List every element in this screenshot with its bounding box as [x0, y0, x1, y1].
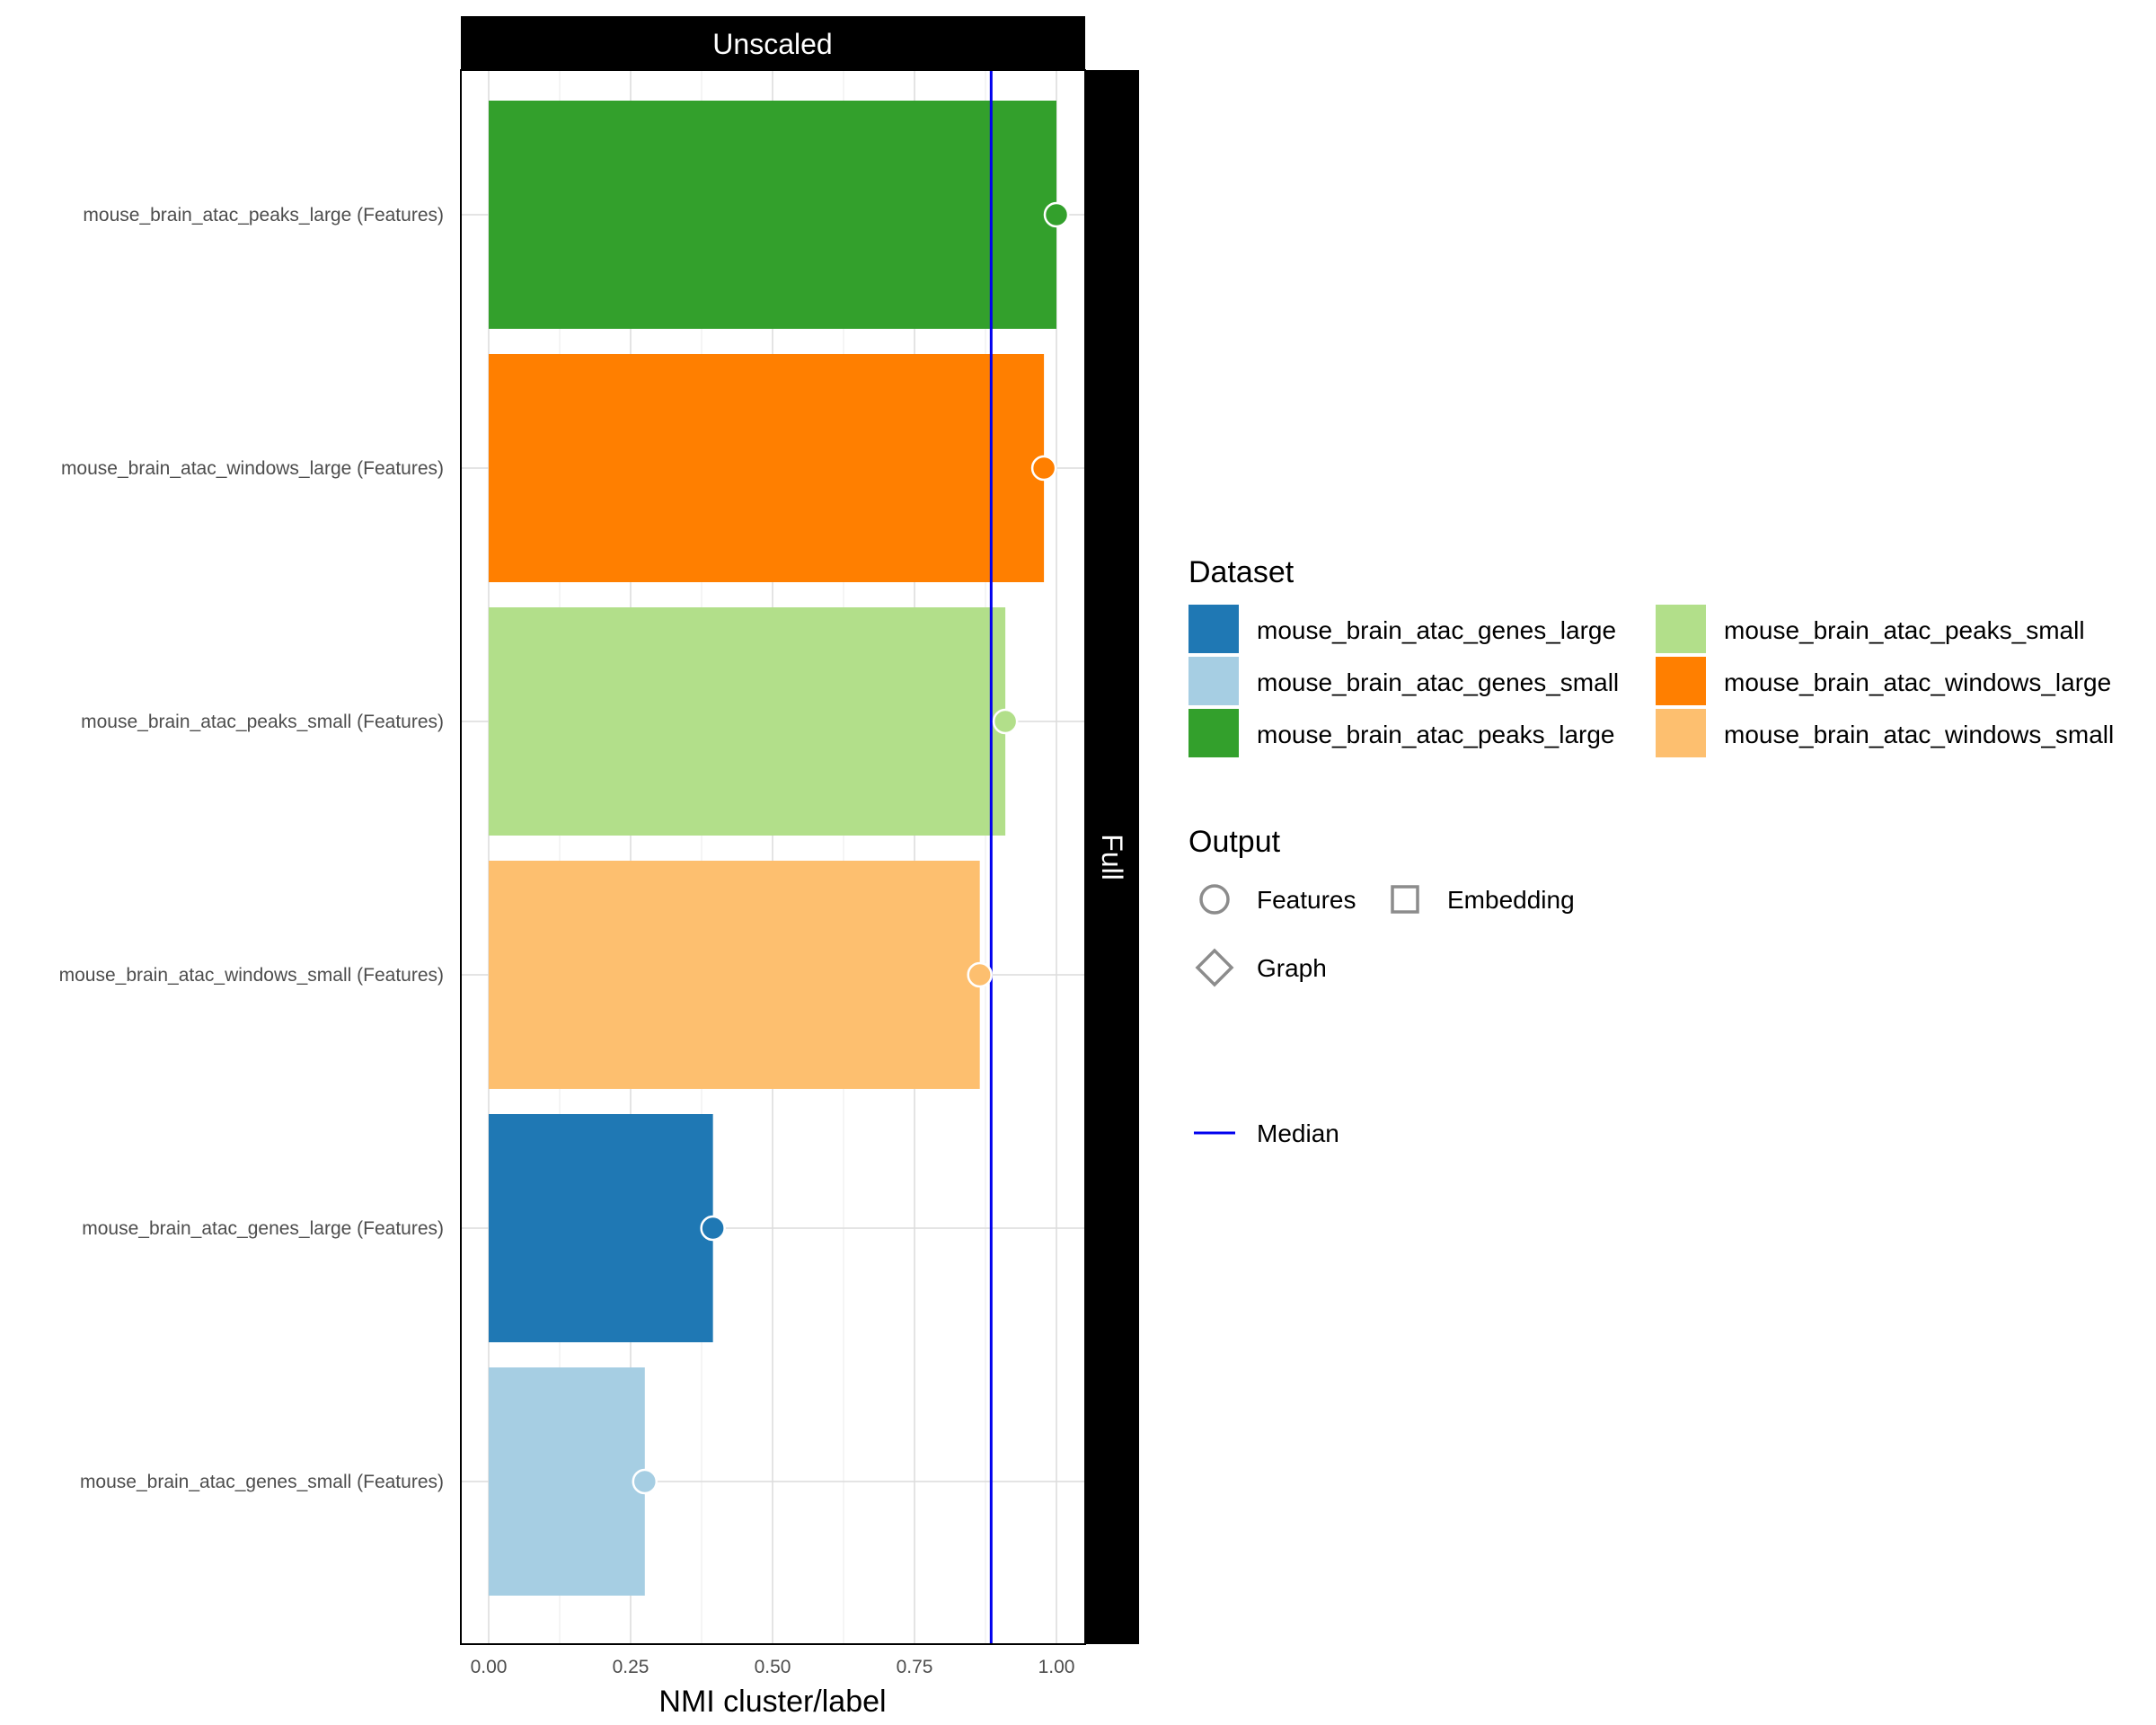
- bar: [489, 354, 1045, 582]
- bar: [489, 861, 980, 1089]
- bar: [489, 607, 1006, 836]
- facet-strip-top: [461, 16, 1085, 70]
- point-marker: [700, 1215, 726, 1242]
- legend-output-label: Embedding: [1447, 886, 1575, 914]
- y-tick-label: mouse_brain_atac_peaks_large (Features): [83, 205, 444, 226]
- facet-strip-top-label: Unscaled: [712, 28, 832, 60]
- point-marker: [1043, 201, 1070, 228]
- legend-dataset-swatch: [1656, 657, 1706, 705]
- y-tick-label: mouse_brain_atac_windows_small (Features…: [59, 965, 444, 986]
- legend-dataset-label: mouse_brain_atac_windows_large: [1724, 668, 2111, 696]
- legend-dataset-swatch: [1188, 657, 1239, 705]
- facet-strip-right-label: Full: [1096, 834, 1128, 880]
- point-marker: [1030, 455, 1057, 482]
- y-tick-label: mouse_brain_atac_genes_small (Features): [80, 1472, 444, 1492]
- legend-square-icon: [1391, 885, 1419, 914]
- point-marker: [967, 961, 993, 988]
- panel-border: [460, 69, 1086, 1645]
- x-tick-label: 0.50: [755, 1657, 791, 1677]
- bar-layer: [489, 101, 1056, 1596]
- legend-median-label: Median: [1257, 1119, 1339, 1147]
- legend-diamond-icon: [1195, 948, 1234, 987]
- bar: [489, 101, 1056, 329]
- x-tick-label: 0.25: [613, 1657, 649, 1677]
- point-marker: [632, 1468, 658, 1495]
- legend-dataset-label: mouse_brain_atac_genes_small: [1257, 668, 1619, 696]
- legend-output-title: Output: [1188, 825, 1281, 859]
- legend-dataset-swatch: [1656, 709, 1706, 757]
- x-tick-label: 0.00: [471, 1657, 508, 1677]
- x-axis-ticks: 0.00 0.25 0.50 0.75 1.00: [471, 1657, 1075, 1677]
- point-marker: [992, 708, 1019, 735]
- y-tick-label: mouse_brain_atac_windows_large (Features…: [61, 458, 444, 479]
- legend-outputs: Features Embedding Graph: [1195, 884, 1575, 987]
- legend: Dataset mouse_brain_atac_genes_largemous…: [1188, 555, 2114, 1147]
- x-axis-title: NMI cluster/label: [658, 1685, 886, 1719]
- point-layer: [632, 201, 1070, 1495]
- legend-dataset-label: mouse_brain_atac_peaks_large: [1257, 721, 1615, 748]
- y-axis-labels: mouse_brain_atac_peaks_large (Features) m…: [59, 205, 444, 1492]
- legend-dataset-swatch: [1188, 605, 1239, 653]
- legend-output-label: Features: [1257, 886, 1356, 914]
- legend-circle-icon: [1199, 884, 1230, 915]
- legend-dataset-title: Dataset: [1188, 555, 1294, 589]
- y-tick-label: mouse_brain_atac_genes_large (Features): [82, 1218, 444, 1239]
- legend-dataset-label: mouse_brain_atac_peaks_small: [1724, 616, 2085, 644]
- legend-dataset-label: mouse_brain_atac_windows_small: [1724, 721, 2114, 748]
- legend-datasets: mouse_brain_atac_genes_large mouse_brain_…: [1188, 605, 2114, 757]
- legend-dataset-swatch: [1656, 605, 1706, 653]
- legend-output-label: Graph: [1257, 954, 1327, 982]
- bar: [489, 1367, 645, 1596]
- legend-dataset-swatch: [1188, 709, 1239, 757]
- x-tick-label: 0.75: [897, 1657, 933, 1677]
- bar: [489, 1114, 713, 1342]
- facet-strip-right: [1085, 70, 1139, 1644]
- y-tick-label: mouse_brain_atac_peaks_small (Features): [81, 712, 444, 732]
- legend-dataset-label: mouse_brain_atac_genes_large: [1257, 616, 1616, 644]
- x-tick-label: 1.00: [1038, 1657, 1075, 1677]
